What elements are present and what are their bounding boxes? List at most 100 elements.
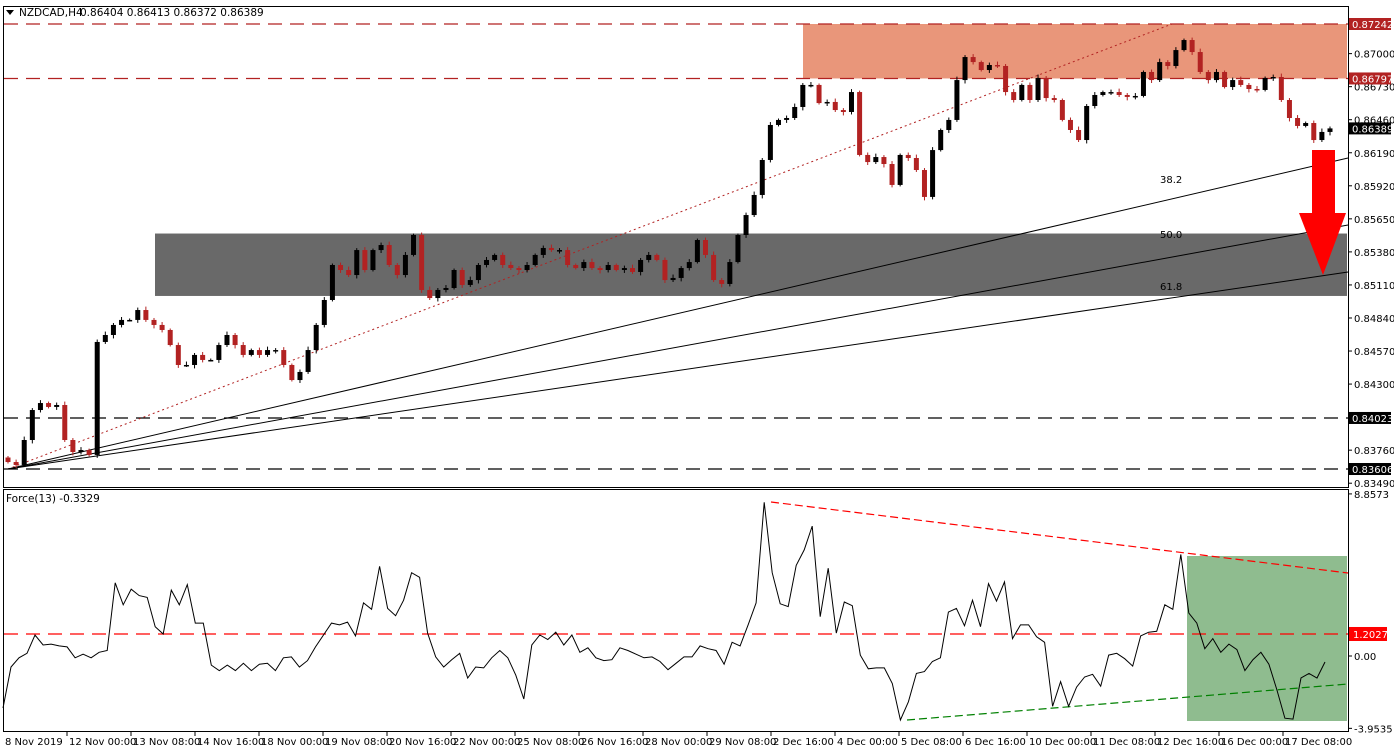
candle-bearish: [289, 364, 295, 381]
candle-bullish: [1157, 62, 1163, 81]
candle-bearish: [338, 264, 344, 271]
candle-bullish: [321, 299, 327, 325]
candle-bearish: [1197, 52, 1203, 72]
candle-bullish: [135, 310, 141, 320]
price-label: 0.86389: [1352, 124, 1393, 135]
candles: [5, 37, 1333, 468]
indicator-frame: [3, 489, 1349, 732]
time-tick-label: 13 Nov 08:00: [133, 737, 200, 748]
candle-bearish: [816, 84, 822, 104]
candle-bullish: [313, 324, 319, 351]
candle-bearish: [167, 329, 173, 346]
candle-bullish: [1092, 94, 1098, 107]
candle-bullish: [694, 240, 700, 263]
time-tick-label: 26 Nov 16:00: [581, 737, 648, 748]
candle-bullish: [1270, 76, 1276, 79]
candle-bullish: [248, 350, 254, 355]
price-tick-label: 0.84570: [1354, 347, 1394, 358]
candle-bullish: [524, 264, 530, 271]
candle-bearish: [630, 268, 636, 272]
support-zone: [155, 233, 1347, 296]
fib-fan-label: 61.8: [1160, 282, 1182, 293]
price-tick-label: 0.84300: [1354, 380, 1394, 391]
candle-bullish: [265, 350, 271, 355]
candle-bearish: [662, 259, 668, 281]
price-tick-label: 0.87000: [1354, 50, 1394, 61]
symbol-label: NZDCAD,H4: [19, 7, 83, 19]
candle-bullish: [930, 150, 936, 197]
main-chart-frame: [3, 6, 1349, 488]
time-tick-label: 2 Dec 16:00: [773, 737, 834, 748]
candle-bullish: [938, 129, 944, 151]
candle-bearish: [654, 254, 660, 260]
force-tick-label: -3.9535: [1354, 724, 1393, 735]
force-resistance-trendline: [770, 501, 1349, 574]
candle-bearish: [143, 310, 149, 320]
candle-bullish: [557, 250, 563, 252]
candle-bullish: [216, 345, 222, 360]
candle-bullish: [759, 159, 765, 195]
time-tick-label: 16 Dec 00:00: [1221, 737, 1288, 748]
candle-bearish: [1043, 77, 1049, 99]
ohlc-label: 0.86404 0.86413 0.86372 0.86389: [80, 7, 264, 19]
candle-bearish: [1051, 98, 1057, 101]
candle-bullish: [475, 264, 481, 281]
force-line: [2, 502, 1326, 722]
price-tick-label: 0.86730: [1354, 83, 1394, 94]
candle-bullish: [1181, 40, 1187, 51]
candle-bullish: [224, 334, 230, 346]
indicator-label: Force(13) -0.3329: [6, 493, 100, 505]
candle-bearish: [1238, 80, 1244, 85]
candle-bearish: [1003, 65, 1009, 93]
candle-bullish: [670, 277, 676, 281]
candle-bullish: [94, 341, 100, 455]
price-label-bg: [1349, 18, 1391, 30]
time-tick-label: 4 Dec 00:00: [837, 737, 898, 748]
candle-bullish: [767, 124, 773, 160]
time-tick-label: 8 Nov 2019: [5, 737, 63, 748]
fib-fan-line: [7, 224, 1349, 470]
time-tick-label: 25 Nov 08:00: [517, 737, 584, 748]
candle-bullish: [467, 280, 473, 285]
candle-bullish: [751, 194, 757, 216]
fib-fan-label: 38.2: [1160, 175, 1182, 186]
candle-bullish: [183, 364, 189, 367]
candle-bearish: [881, 157, 887, 165]
candle-bullish: [411, 235, 417, 255]
candle-bullish: [581, 262, 587, 269]
candle-bearish: [1027, 84, 1033, 101]
force-highlight-zone: [1187, 556, 1347, 721]
candle-bearish: [1076, 129, 1082, 141]
candle-bullish: [127, 319, 133, 322]
candle-bullish: [297, 371, 303, 381]
candle-bearish: [921, 170, 927, 197]
price-tick-label: 0.85110: [1354, 281, 1394, 292]
candle-bearish: [386, 245, 392, 265]
time-tick-label: 6 Dec 16:00: [965, 737, 1026, 748]
candle-bullish: [37, 403, 43, 411]
price-tick-label: 0.86190: [1354, 149, 1394, 160]
candle-bearish: [970, 57, 976, 63]
candle-bullish: [605, 264, 611, 271]
price-label: 0.83606: [1352, 465, 1393, 476]
candle-bearish: [1278, 76, 1284, 101]
candle-bullish: [897, 154, 903, 185]
candle-bearish: [1116, 92, 1122, 95]
collapse-triangle-icon[interactable]: [6, 10, 14, 15]
time-tick-label: 20 Nov 16:00: [389, 737, 456, 748]
price-label-bg: [1349, 463, 1391, 476]
candle-bullish: [21, 440, 27, 465]
candle-bullish: [192, 354, 198, 365]
candle-bullish: [678, 268, 684, 278]
time-tick-label: 17 Dec 08:00: [1285, 737, 1352, 748]
candle-bearish: [1011, 92, 1017, 101]
candle-bearish: [459, 270, 465, 285]
price-tick-label: 0.85380: [1354, 248, 1394, 259]
candle-bullish: [962, 57, 968, 81]
candle-bearish: [281, 350, 287, 365]
candle-bearish: [565, 250, 571, 265]
candle-bullish: [354, 250, 360, 276]
candle-bearish: [427, 289, 433, 299]
candle-bullish: [848, 92, 854, 112]
